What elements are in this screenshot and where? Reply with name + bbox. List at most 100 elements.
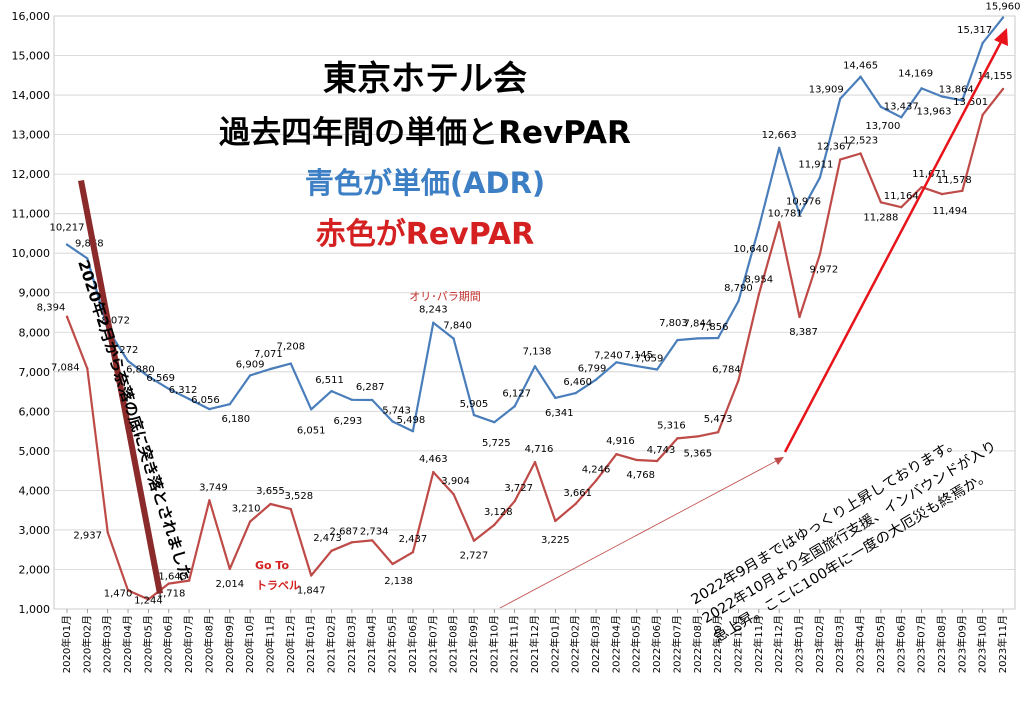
y-tick-label: 6,000 xyxy=(19,405,51,418)
adr-data-label: 8,072 xyxy=(101,315,130,326)
x-tick-label: 2020年09月 xyxy=(223,615,236,673)
adr-data-label: 6,180 xyxy=(221,414,250,425)
revpar-point xyxy=(533,460,537,464)
revpar-data-label: 8,394 xyxy=(37,303,66,314)
adr-point xyxy=(330,389,333,393)
adr-point xyxy=(655,368,659,371)
adr-data-label: 11,911 xyxy=(798,160,833,171)
adr-point xyxy=(920,87,923,90)
adr-point xyxy=(269,367,272,371)
adr-point xyxy=(635,364,638,368)
y-tick-label: 15,000 xyxy=(12,50,51,63)
x-tick-label: 2023年07月 xyxy=(915,615,928,673)
y-tick-label: 4,000 xyxy=(19,484,51,497)
revpar-point xyxy=(228,567,231,571)
adr-point xyxy=(696,337,699,340)
adr-data-label: 6,127 xyxy=(502,388,531,399)
adr-data-label: 6,880 xyxy=(126,365,155,376)
adr-point xyxy=(452,337,455,340)
adr-data-label: 6,511 xyxy=(315,375,344,386)
adr-point xyxy=(900,116,903,119)
adr-point xyxy=(594,378,598,381)
x-tick-label: 2023年05月 xyxy=(874,615,887,673)
revpar-point xyxy=(635,458,638,462)
adr-point xyxy=(615,361,618,364)
revpar-data-label: 2,437 xyxy=(399,534,428,545)
x-tick-label: 2022年10月 xyxy=(731,615,744,673)
adr-point xyxy=(147,375,150,378)
revpar-data-label: 3,904 xyxy=(441,476,470,487)
revpar-point xyxy=(187,579,191,582)
adr-data-label: 14,465 xyxy=(843,61,878,72)
revpar-data-label: 4,246 xyxy=(582,465,611,476)
revpar-point xyxy=(411,550,415,554)
revpar-data-label: 1,718 xyxy=(157,589,186,600)
adr-data-label: 6,799 xyxy=(578,364,607,375)
revpar-point xyxy=(371,539,374,542)
revpar-point xyxy=(716,430,720,434)
adr-data-label: 6,909 xyxy=(236,359,265,370)
y-tick-label: 14,000 xyxy=(12,89,51,102)
x-tick-label: 2023年06月 xyxy=(894,615,907,673)
x-tick-label: 2022年02月 xyxy=(569,615,582,673)
revpar-data-label: 3,661 xyxy=(563,488,592,499)
adr-data-label: 14,169 xyxy=(898,68,933,79)
x-tick-label: 2022年09月 xyxy=(711,615,724,673)
revpar-point xyxy=(961,189,964,193)
y-tick-label: 8,000 xyxy=(19,326,51,339)
adr-point xyxy=(777,146,781,150)
revpar-point xyxy=(513,499,516,503)
x-tick-label: 2021年06月 xyxy=(406,615,419,673)
x-axis: 2020年01月 2020年02月 2020年03月 2020年04月 2020年05月… xyxy=(60,609,1009,673)
revpar-data-label: 5,365 xyxy=(683,448,712,459)
revpar-data-label: 13,501 xyxy=(953,97,988,108)
chart-title-line-2: 過去四年間の単価とRevPAR xyxy=(219,115,631,151)
revpar-point xyxy=(981,113,984,116)
adr-data-label: 7,844 xyxy=(683,318,712,329)
chart-title-line-1: 東京ホテル会 xyxy=(323,59,527,99)
plot-area xyxy=(53,15,1016,610)
revpar-data-label: 14,155 xyxy=(978,71,1013,82)
adr-data-label: 6,569 xyxy=(146,373,175,384)
adr-point xyxy=(228,403,231,406)
revpar-data-label: 4,463 xyxy=(419,454,448,465)
adr-data-label: 7,059 xyxy=(635,353,664,364)
revpar-point xyxy=(350,541,354,544)
adr-data-label: 15,960 xyxy=(986,2,1021,13)
revpar-data-label: 9,972 xyxy=(810,264,839,275)
adr-point xyxy=(798,213,801,216)
x-tick-label: 2023年04月 xyxy=(854,615,867,673)
revpar-series xyxy=(65,87,1005,601)
revpar-data-label: 2,687 xyxy=(330,526,359,537)
y-tick-label: 1,000 xyxy=(19,603,51,616)
revpar-point xyxy=(554,519,557,523)
adr-data-label: 6,460 xyxy=(563,377,592,388)
revpar-point xyxy=(900,205,903,209)
revpar-data-label: 2,014 xyxy=(215,579,244,590)
adr-point xyxy=(187,397,191,401)
revpar-data-label: 3,727 xyxy=(504,483,533,494)
revpar-data-label: 11,494 xyxy=(932,206,967,217)
adr-point xyxy=(432,321,435,324)
adr-point xyxy=(309,408,313,411)
adr-data-label: 7,803 xyxy=(659,318,688,329)
adr-point xyxy=(859,75,862,78)
adr-data-label: 10,976 xyxy=(786,197,821,208)
adr-point xyxy=(493,421,496,424)
revpar-data-label: 11,288 xyxy=(863,212,898,223)
revpar-point xyxy=(655,459,659,463)
adr-data-label: 7,208 xyxy=(277,342,306,353)
x-tick-label: 2021年01月 xyxy=(304,615,317,673)
adr-point xyxy=(737,299,740,303)
adr-point xyxy=(676,338,679,342)
revpar-point xyxy=(472,539,476,542)
adr-point xyxy=(472,413,476,417)
x-tick-label: 2022年06月 xyxy=(650,615,663,673)
revpar-point xyxy=(65,315,69,318)
adr-data-label: 9,868 xyxy=(75,238,104,249)
x-tick-label: 2023年03月 xyxy=(833,615,846,673)
revpar-data-label: 2,937 xyxy=(73,530,102,541)
adr-data-label: 7,138 xyxy=(523,346,552,357)
adr-point xyxy=(574,391,577,395)
revpar-point xyxy=(594,479,598,482)
